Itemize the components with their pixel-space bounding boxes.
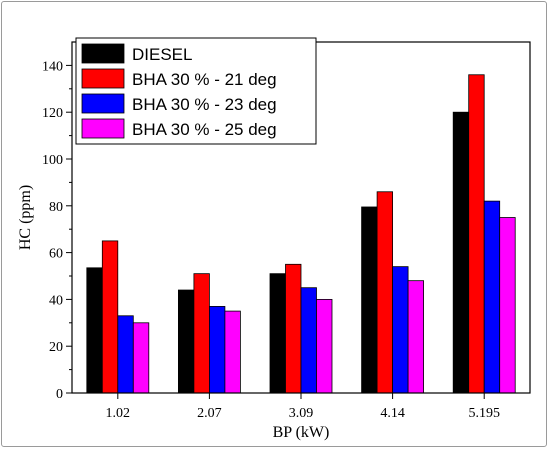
x-tick-label-3: 4.14 (380, 406, 405, 421)
y-tick-label-3: 60 (49, 247, 63, 262)
x-tick-label-0: 1.02 (106, 406, 131, 421)
y-tick-label-5: 100 (42, 153, 63, 168)
bar-s0-c1 (177, 289, 195, 394)
y-tick-label-2: 40 (49, 293, 63, 308)
legend-swatch-2 (81, 93, 125, 114)
bars-group (86, 74, 516, 394)
bar-s0-c2 (269, 273, 286, 394)
bar-s3-c3 (407, 280, 425, 394)
legend-label-0: DIESEL (132, 45, 192, 64)
legend-swatch-0 (81, 43, 125, 64)
y-tick-label-4: 80 (49, 200, 63, 215)
bar-s3-c1 (224, 310, 241, 394)
y-tick-label-7: 140 (42, 59, 63, 74)
x-axis: 1.02 2.07 3.09 4.14 5.195 (106, 393, 500, 421)
legend-swatch-3 (81, 118, 125, 139)
bar-s2-c3 (392, 266, 409, 394)
y-tick-label-1: 20 (49, 340, 63, 355)
y-axis-title: HC (ppm) (17, 185, 34, 250)
y-tick-label-6: 120 (42, 106, 63, 121)
legend-label-3: BHA 30 % - 25 deg (132, 120, 277, 139)
y-tick-label-0: 0 (56, 387, 63, 402)
bar-s1-c4 (468, 74, 485, 394)
bar-s1-c0 (101, 240, 119, 394)
x-tick-label-4: 5.195 (468, 406, 500, 421)
x-tick-label-1: 2.07 (197, 406, 222, 421)
x-tick-label-2: 3.09 (289, 406, 314, 421)
y-axis: 0 20 40 60 80 100 120 140 (42, 59, 72, 402)
bar-s1-c2 (285, 263, 302, 394)
bar-s2-c4 (483, 200, 501, 394)
bar-s1-c1 (193, 273, 210, 394)
bar-s3-c2 (316, 298, 333, 394)
bar-s0-c4 (452, 111, 470, 394)
bar-s0-c3 (361, 206, 378, 394)
legend-label-1: BHA 30 % - 21 deg (132, 70, 277, 89)
legend-label-2: BHA 30 % - 23 deg (132, 95, 277, 114)
legend: DIESEL BHA 30 % - 21 deg BHA 30 % - 23 deg… (75, 37, 317, 145)
x-axis-title: BP (kW) (273, 424, 330, 441)
bar-s0-c0 (86, 267, 103, 394)
bar-s2-c2 (300, 287, 317, 394)
bar-s1-c3 (376, 191, 394, 394)
bar-s2-c1 (208, 306, 226, 394)
legend-swatch-1 (81, 68, 125, 89)
bar-s2-c0 (117, 315, 134, 394)
bar-s3-c4 (499, 217, 516, 394)
bar-s3-c0 (132, 322, 150, 394)
